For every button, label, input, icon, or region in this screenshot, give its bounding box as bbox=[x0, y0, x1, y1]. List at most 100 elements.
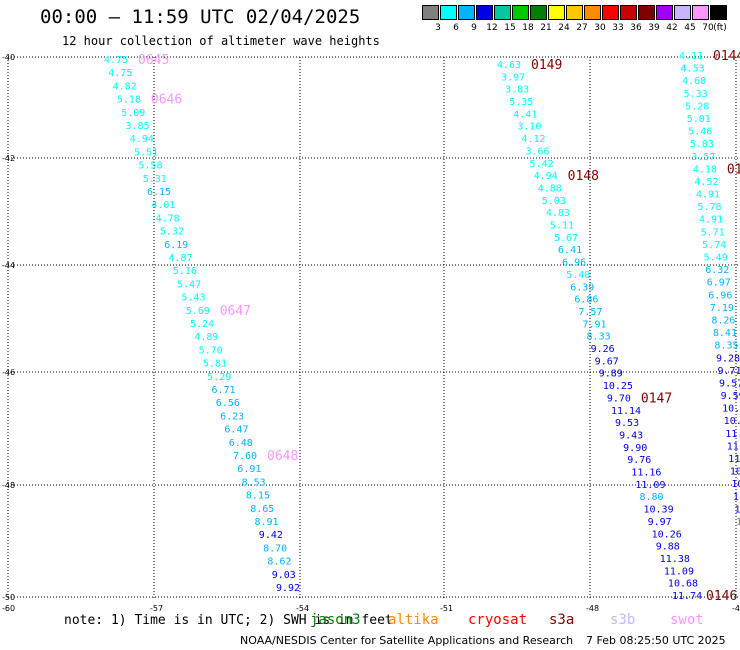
pass-time-label: 0645 bbox=[138, 53, 169, 68]
swh-value: 10.25 bbox=[603, 381, 633, 392]
swh-value: 8.35 bbox=[714, 341, 738, 352]
swh-value: 9.67 bbox=[595, 356, 619, 367]
swh-value: 5.31 bbox=[143, 174, 167, 185]
swh-value: 5.74 bbox=[702, 240, 726, 251]
satellite-label-altika: altika bbox=[388, 612, 439, 628]
swh-value: 4.63 bbox=[497, 60, 521, 71]
pass-time-label: 0648 bbox=[267, 449, 298, 464]
swh-value: 9.70 bbox=[607, 393, 631, 404]
swh-value: 6.91 bbox=[237, 464, 261, 475]
swh-value: 10. bbox=[731, 479, 740, 490]
pass-time-label: 0646 bbox=[151, 93, 182, 108]
swh-value: 5.16 bbox=[173, 266, 197, 277]
lat-tick-label: -50 bbox=[2, 593, 15, 602]
lon-tick-label: -48 bbox=[586, 604, 599, 613]
swh-value: 6.15 bbox=[147, 187, 171, 198]
swh-value: 9.57 bbox=[719, 378, 740, 389]
swh-value: 5.67 bbox=[554, 233, 578, 244]
legend-label: 12 bbox=[486, 23, 498, 33]
swh-value: 6.32 bbox=[705, 265, 729, 276]
swh-value: 4.01 bbox=[151, 200, 175, 211]
legend-label: 33 bbox=[612, 23, 624, 33]
swh-value: 6.56 bbox=[216, 398, 240, 409]
swh-value: 4.89 bbox=[194, 332, 218, 343]
legend-swatch bbox=[476, 5, 493, 20]
swh-value: 6.96 bbox=[708, 290, 732, 301]
legend-label: 70 bbox=[702, 23, 714, 33]
legend-swatch bbox=[440, 5, 457, 20]
lat-tick-label: -40 bbox=[2, 53, 15, 62]
swh-value: 8.15 bbox=[246, 491, 270, 502]
legend-label: 42 bbox=[666, 23, 678, 33]
swh-value: 9.88 bbox=[656, 542, 680, 553]
swh-value: 5.46 bbox=[688, 127, 712, 138]
legend-swatch bbox=[710, 5, 727, 20]
pass-time-label: 0146 bbox=[706, 589, 737, 604]
legend-swatch bbox=[638, 5, 655, 20]
pass-time-label: 0149 bbox=[531, 58, 562, 73]
swh-value: 9.28 bbox=[716, 353, 740, 364]
legend-swatch bbox=[512, 5, 529, 20]
lon-tick-label: -45 bbox=[732, 604, 740, 613]
swh-value: 5.51 bbox=[134, 147, 158, 158]
swh-value: 9.97 bbox=[648, 517, 672, 528]
swh-value: 11.38 bbox=[660, 554, 690, 565]
swh-value: 10.0 bbox=[722, 404, 740, 415]
swh-value: 5.29 bbox=[207, 372, 231, 383]
swh-value: 6.23 bbox=[220, 411, 244, 422]
swh-value: 4.12 bbox=[521, 134, 545, 145]
swh-value: 11 bbox=[733, 492, 740, 503]
legend-label: 15 bbox=[504, 23, 516, 33]
swh-value: 7.60 bbox=[233, 451, 257, 462]
swh-value: 4.18 bbox=[693, 164, 717, 175]
lon-tick-label: -57 bbox=[150, 604, 163, 613]
legend-label: 3 bbox=[435, 23, 441, 33]
page-subtitle: 12 hour collection of altimeter wave hei… bbox=[62, 34, 380, 48]
swh-value: 6.71 bbox=[212, 385, 236, 396]
swh-value: 5.03 bbox=[542, 196, 566, 207]
swh-value: 5.49 bbox=[704, 253, 728, 264]
swh-value: 7.91 bbox=[582, 319, 606, 330]
swh-value: 5.01 bbox=[687, 114, 711, 125]
legend-swatch bbox=[674, 5, 691, 20]
swh-value: 4.94 bbox=[534, 171, 558, 182]
page-title: 00:00 – 11:59 UTC 02/04/2025 bbox=[40, 6, 361, 28]
swh-value: 3.85 bbox=[126, 121, 150, 132]
swh-value: 5.71 bbox=[701, 227, 725, 238]
legend-swatch bbox=[548, 5, 565, 20]
swh-value: 5.32 bbox=[160, 227, 184, 238]
swh-value: 8.53 bbox=[242, 477, 266, 488]
swh-value: 4.53 bbox=[681, 64, 705, 75]
swh-value: 5.43 bbox=[181, 293, 205, 304]
swh-value: 8.70 bbox=[263, 543, 287, 554]
swh-value: 4.83 bbox=[546, 208, 570, 219]
swh-value: 4.87 bbox=[169, 253, 193, 264]
pass-time-label: 0647 bbox=[220, 304, 251, 319]
swh-value: 6.48 bbox=[229, 438, 253, 449]
swh-value: 10.39 bbox=[644, 505, 674, 516]
pass-time-label: 0144 bbox=[713, 49, 740, 64]
swh-value: 8.62 bbox=[267, 557, 291, 568]
swh-value: 9.42 bbox=[259, 530, 283, 541]
generated-timestamp: 7 Feb 08:25:50 UTC 2025 bbox=[586, 634, 726, 647]
legend-label: 21 bbox=[540, 23, 552, 33]
swh-value: 5.03 bbox=[690, 139, 714, 150]
swh-value: 11.0 bbox=[727, 441, 740, 452]
legend-label: 27 bbox=[576, 23, 588, 33]
swh-value: 5.70 bbox=[199, 345, 223, 356]
legend-label: 6 bbox=[453, 23, 459, 33]
swh-value: 6.19 bbox=[164, 240, 188, 251]
legend-label: 18 bbox=[522, 23, 534, 33]
legend-swatch bbox=[692, 5, 709, 20]
swh-value: 4.94 bbox=[130, 134, 154, 145]
swh-value: 8.33 bbox=[587, 332, 611, 343]
swh-value: 1 bbox=[736, 517, 740, 528]
swh-value: 9.89 bbox=[599, 369, 623, 380]
swh-value: 8.91 bbox=[255, 517, 279, 528]
swh-value: 4.78 bbox=[156, 213, 180, 224]
swh-value: 9.92 bbox=[276, 583, 300, 594]
swh-value: 5.09 bbox=[121, 108, 145, 119]
swh-value: 5.81 bbox=[203, 359, 227, 370]
lon-tick-label: -54 bbox=[296, 604, 309, 613]
